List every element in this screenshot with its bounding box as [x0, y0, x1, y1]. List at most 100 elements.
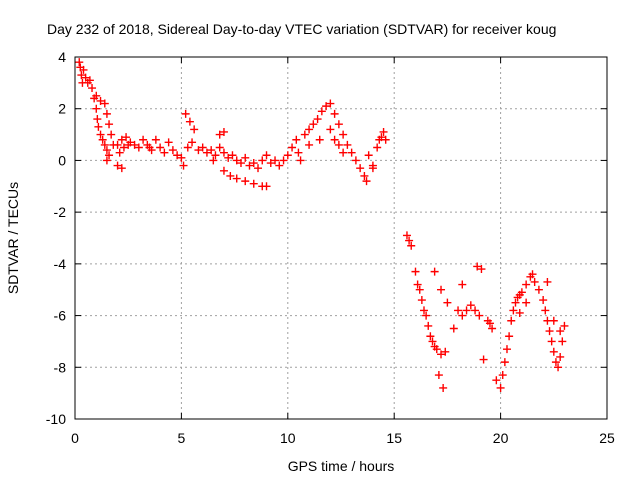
data-point [462, 306, 471, 315]
data-point [100, 99, 109, 108]
data-point [356, 164, 365, 173]
data-point [556, 352, 565, 361]
data-point [368, 164, 377, 173]
plot-frame [74, 56, 608, 420]
data-point [130, 140, 139, 149]
data-point [288, 143, 297, 152]
data-point [502, 345, 511, 354]
data-point [113, 140, 122, 149]
data-point [102, 146, 111, 155]
data-point [113, 161, 122, 170]
data-point [522, 280, 531, 289]
data-point [211, 151, 220, 160]
data-point [77, 71, 86, 80]
x-axis-label: GPS time / hours [288, 458, 395, 474]
y-tick-label: -4 [54, 256, 67, 272]
data-point [139, 135, 148, 144]
data-point [417, 296, 426, 305]
data-point [228, 151, 237, 160]
data-point [458, 280, 467, 289]
y-tick-label: -2 [54, 204, 67, 220]
data-point [79, 65, 88, 74]
data-point [88, 84, 97, 93]
data-point [347, 148, 356, 157]
data-point [117, 135, 126, 144]
x-tick-label: 15 [386, 430, 402, 446]
data-point [194, 146, 203, 155]
data-point [530, 277, 539, 286]
data-point [105, 151, 114, 160]
y-tick-label: 2 [58, 101, 66, 117]
data-point [305, 125, 314, 134]
y-tick-label: 0 [58, 152, 66, 168]
data-point [556, 327, 565, 336]
y-tick-label: -10 [46, 411, 66, 427]
data-point [102, 109, 111, 118]
data-point [96, 96, 105, 105]
data-point [437, 350, 446, 359]
data-point [541, 306, 550, 315]
data-point [98, 135, 107, 144]
x-tick-label: 0 [71, 430, 79, 446]
data-point [419, 306, 428, 315]
data-point [434, 371, 443, 380]
data-point [96, 130, 105, 139]
data-point [381, 135, 390, 144]
data-point [539, 296, 548, 305]
data-point [283, 151, 292, 160]
data-point [294, 148, 303, 157]
data-point [241, 177, 250, 186]
data-point [471, 306, 480, 315]
data-point [105, 120, 114, 129]
data-point [322, 102, 331, 111]
data-point [528, 270, 537, 279]
x-tick-label: 5 [178, 430, 186, 446]
data-point [185, 117, 194, 126]
data-point [305, 140, 314, 149]
data-point [411, 267, 420, 276]
data-point [498, 371, 507, 380]
data-point [543, 277, 552, 286]
data-point [473, 262, 482, 271]
data-point [507, 316, 516, 325]
data-point [560, 321, 569, 330]
x-tick-label: 25 [599, 430, 615, 446]
data-point [309, 120, 318, 129]
data-point [292, 135, 301, 144]
data-point [219, 127, 228, 136]
data-point [275, 161, 284, 170]
data-point [351, 156, 360, 165]
data-point [168, 146, 177, 155]
data-point [300, 130, 309, 139]
data-point [296, 156, 305, 165]
data-point [249, 179, 258, 188]
data-point [258, 156, 267, 165]
data-point [151, 135, 160, 144]
data-point [422, 311, 431, 320]
data-point [241, 153, 250, 162]
data-point [377, 133, 386, 142]
data-point [515, 308, 524, 317]
y-tick-label: -8 [54, 359, 67, 375]
data-point [549, 347, 558, 356]
data-point [364, 151, 373, 160]
data-point [407, 241, 416, 250]
data-point [198, 143, 207, 152]
data-point [207, 146, 216, 155]
data-point [232, 156, 241, 165]
data-point [479, 355, 488, 364]
data-point [115, 148, 124, 157]
data-point [334, 120, 343, 129]
chart-title: Day 232 of 2018, Sidereal Day-to-day VTE… [47, 21, 556, 37]
data-point [558, 337, 567, 346]
data-point [413, 280, 422, 289]
data-point [224, 153, 233, 162]
data-point [522, 298, 531, 307]
data-point [122, 133, 131, 142]
data-point [424, 321, 433, 330]
grid [75, 57, 607, 419]
data-point [534, 285, 543, 294]
data-point [458, 311, 467, 320]
y-tick-label: 4 [58, 49, 66, 65]
